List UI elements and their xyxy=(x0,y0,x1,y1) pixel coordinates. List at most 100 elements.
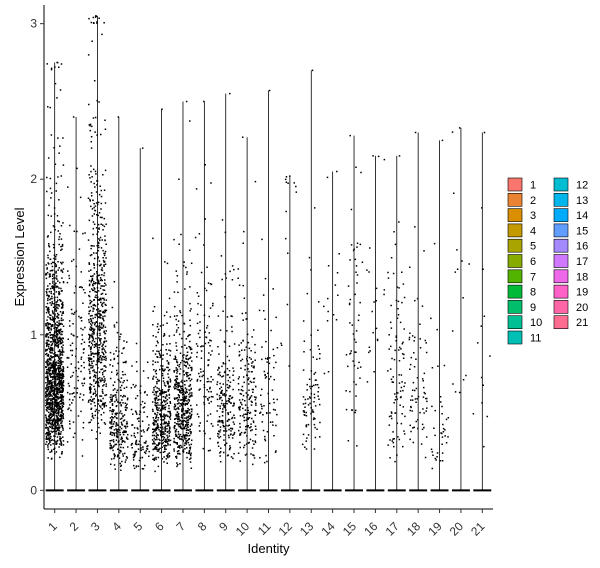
points-3 xyxy=(87,15,108,440)
violin-1 xyxy=(45,62,64,492)
violin-12 xyxy=(280,176,299,492)
x-tick-label: 3 xyxy=(88,519,103,534)
y-tick-label: 2 xyxy=(30,172,37,186)
jitter-dots xyxy=(301,69,321,450)
violin-3 xyxy=(88,15,107,492)
legend-item-21: 21 xyxy=(553,315,588,329)
legend-swatch xyxy=(553,208,569,222)
points-13 xyxy=(301,69,321,450)
legend-label: 10 xyxy=(530,317,542,329)
legend-label: 16 xyxy=(576,241,588,253)
jitter-dots xyxy=(87,15,108,440)
legend-item-1: 1 xyxy=(507,177,536,192)
x-tick-label: 19 xyxy=(425,519,445,539)
legend-label: 18 xyxy=(576,271,588,283)
points-1 xyxy=(44,61,65,460)
legend-item-4: 4 xyxy=(507,223,536,238)
legend-item-18: 18 xyxy=(553,269,588,283)
y-tick-label: 1 xyxy=(30,328,37,342)
jitter-dots xyxy=(237,136,257,466)
violin-20 xyxy=(451,127,470,492)
violin-15 xyxy=(345,135,364,492)
jitter-dots xyxy=(66,116,86,457)
x-tick-label: 12 xyxy=(276,519,296,539)
legend-label: 2 xyxy=(530,195,536,207)
legend-item-16: 16 xyxy=(553,238,588,253)
y-axis-title: Expression Level xyxy=(12,207,27,306)
x-tick-label: 9 xyxy=(216,519,231,534)
legend-swatch xyxy=(507,284,523,299)
jitter-dots xyxy=(280,175,298,367)
points-18 xyxy=(408,131,428,459)
x-tick-label: 7 xyxy=(173,519,188,534)
legend-swatch xyxy=(507,208,523,222)
legend-swatch xyxy=(507,254,523,268)
violin-2 xyxy=(67,117,86,492)
x-tick-label: 14 xyxy=(318,519,338,539)
legend-label: 12 xyxy=(576,180,588,192)
legend-label: 6 xyxy=(530,256,536,268)
legend-swatch xyxy=(507,223,523,238)
legend-label: 7 xyxy=(530,271,536,283)
legend-item-11: 11 xyxy=(507,330,541,345)
legend-swatch xyxy=(553,300,569,314)
legend-item-19: 19 xyxy=(553,284,588,299)
legend-item-6: 6 xyxy=(507,254,536,268)
x-tick-label: 11 xyxy=(255,519,274,538)
points-6 xyxy=(151,108,172,473)
legend-label: 11 xyxy=(530,333,541,345)
jitter-dots xyxy=(408,131,428,459)
points-5 xyxy=(130,147,150,470)
legend-label: 14 xyxy=(576,210,588,222)
violin-9 xyxy=(216,93,235,492)
jitter-dots xyxy=(109,116,129,472)
points-10 xyxy=(237,136,257,466)
legend-swatch xyxy=(507,330,523,345)
legend-item-10: 10 xyxy=(507,315,542,329)
jitter-dots xyxy=(323,170,340,375)
x-tick-label: 5 xyxy=(131,519,146,534)
jitter-dots xyxy=(130,147,150,470)
points-7 xyxy=(173,100,193,469)
y-ticks: 0 1 2 3 xyxy=(30,17,44,497)
legend-label: 21 xyxy=(576,317,588,329)
jitter-dots xyxy=(472,131,491,448)
legend-swatch xyxy=(553,177,569,192)
points-2 xyxy=(66,116,86,457)
legend-swatch xyxy=(507,193,523,207)
violin-5 xyxy=(131,148,150,492)
x-tick-label: 1 xyxy=(45,519,60,534)
points-21 xyxy=(472,131,491,448)
legend-label: 20 xyxy=(576,302,588,314)
x-tick-label: 10 xyxy=(233,519,253,539)
legend-swatch xyxy=(507,269,523,284)
legend-item-14: 14 xyxy=(553,208,588,222)
points-4 xyxy=(109,116,129,472)
jitter-dots xyxy=(44,61,65,460)
legend-item-15: 15 xyxy=(553,223,588,238)
violin-8 xyxy=(195,101,214,492)
violins xyxy=(45,15,492,492)
violin-14 xyxy=(323,171,342,492)
jitter-dots xyxy=(151,108,172,473)
x-tick-label: 13 xyxy=(297,519,317,539)
violin-10 xyxy=(238,137,257,492)
legend-item-12: 12 xyxy=(553,177,588,192)
jitter-dots xyxy=(258,89,279,464)
points-9 xyxy=(216,92,236,463)
x-tick-label: 4 xyxy=(109,519,124,534)
legend-label: 17 xyxy=(576,256,588,268)
jitter-points xyxy=(44,15,491,473)
legend-item-7: 7 xyxy=(507,269,536,284)
points-11 xyxy=(258,89,279,464)
legend-swatch xyxy=(507,300,523,314)
legend-swatch xyxy=(553,223,569,238)
legend-swatch xyxy=(553,193,569,207)
legend-item-17: 17 xyxy=(553,254,588,268)
violin-6 xyxy=(152,109,171,492)
legend-swatch xyxy=(507,177,523,192)
violin-19 xyxy=(430,140,449,492)
legend-item-2: 2 xyxy=(507,193,536,207)
